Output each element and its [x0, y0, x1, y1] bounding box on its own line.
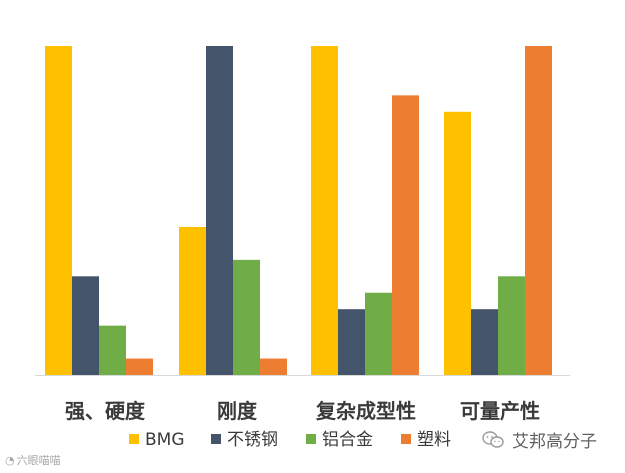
category-label-1: 强、硬度: [65, 399, 146, 423]
bar-3-series-4: [392, 95, 419, 375]
bars-group: [45, 46, 552, 376]
category-label-3: 复杂成型性: [315, 399, 416, 423]
watermark-right: 艾邦高分子: [482, 427, 597, 452]
bar-3-series-3: [365, 292, 392, 375]
bar-4-series-4: [525, 46, 552, 375]
watermark-left: ◔ 六眼喵喵: [5, 452, 61, 468]
bar-1-series-1: [45, 46, 72, 375]
legend-label-4: 塑料: [417, 430, 451, 450]
bar-2-series-2: [206, 46, 233, 375]
category-label-4: 可量产性: [460, 399, 540, 423]
legend-swatch-1: [129, 434, 139, 444]
bar-1-series-2: [72, 276, 99, 375]
weibo-icon: ◔: [5, 453, 15, 467]
legend-swatch-4: [401, 434, 411, 444]
legend-swatch-2: [211, 434, 221, 444]
category-labels: 强、硬度 刚度 复杂成型性 可量产性: [65, 399, 540, 423]
watermark-left-text: 六眼喵喵: [16, 454, 61, 467]
watermark-right-text: 艾邦高分子: [512, 432, 597, 452]
bar-1-series-4: [126, 358, 153, 375]
legend-label-1: BMG: [145, 430, 185, 450]
bar-4-series-1: [444, 111, 471, 376]
bar-3-series-1: [311, 46, 338, 375]
bar-2-series-4: [260, 358, 287, 375]
legend-label-3: 铝合金: [322, 430, 373, 450]
legend-swatch-3: [306, 434, 316, 444]
bar-3-series-2: [338, 309, 365, 375]
bar-2-series-3: [233, 259, 260, 375]
bar-1-series-3: [99, 325, 126, 375]
legend: BMG 不锈钢 铝合金 塑料: [129, 430, 451, 450]
legend-label-2: 不锈钢: [227, 430, 278, 450]
category-label-2: 刚度: [217, 399, 258, 423]
bar-4-series-3: [498, 276, 525, 375]
bar-4-series-2: [471, 309, 498, 375]
bar-2-series-1: [179, 226, 206, 375]
wechat-icon: [482, 430, 504, 448]
